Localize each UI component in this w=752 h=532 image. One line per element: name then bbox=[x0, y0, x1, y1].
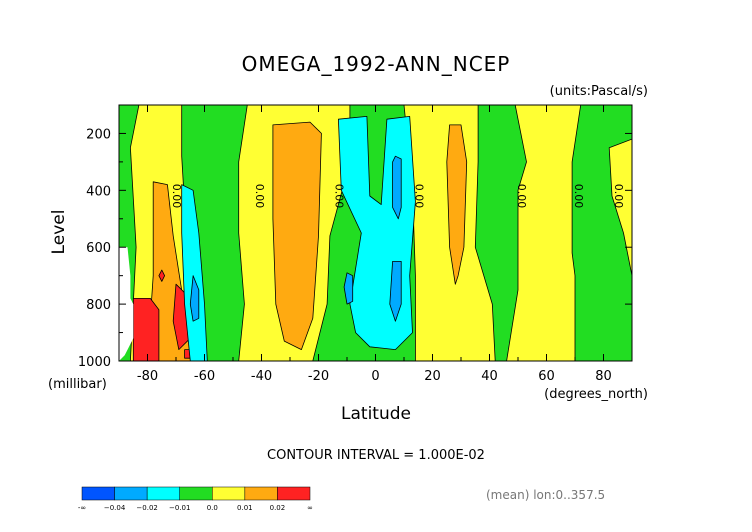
contour-label-4: 0.00 bbox=[515, 184, 528, 209]
y-axis: 200 400 600 800 1000 bbox=[78, 104, 632, 370]
mean-label: (mean) lon:0..357.5 bbox=[486, 488, 605, 502]
contour-region-9 bbox=[132, 297, 160, 361]
colorbar-swatch bbox=[212, 486, 246, 501]
colorbar-label: −0.02 bbox=[136, 504, 157, 512]
x-tick-label: 80 bbox=[595, 369, 612, 384]
colorbar-swatch bbox=[277, 486, 311, 501]
contour-region-17 bbox=[389, 260, 402, 322]
contour-region-11 bbox=[158, 269, 166, 282]
contour-label-0: 0.00 bbox=[170, 184, 183, 209]
colorbar-label: 0.02 bbox=[270, 504, 286, 512]
contour-region-18 bbox=[343, 272, 354, 305]
x-tick-label: -20 bbox=[308, 369, 329, 384]
x-tick-label: -40 bbox=[251, 369, 272, 384]
colorbar-swatch bbox=[114, 486, 148, 501]
contour-label-5: 0.00 bbox=[572, 184, 585, 209]
y-axis-title: Level bbox=[49, 210, 69, 255]
units-label: (units:Pascal/s) bbox=[550, 84, 648, 99]
contour-region-10 bbox=[172, 283, 191, 351]
contour-label-1: 0.00 bbox=[253, 184, 266, 209]
x-tick-label: 60 bbox=[538, 369, 555, 384]
colorbar-label: ∞ bbox=[307, 504, 313, 512]
chart-title: OMEGA_1992-ANN_NCEP bbox=[242, 52, 511, 76]
y-tick-label: 400 bbox=[86, 184, 111, 199]
contour-fill-layer bbox=[119, 105, 632, 361]
colorbar-swatch bbox=[179, 486, 213, 501]
colorbar-label: 0.01 bbox=[237, 504, 253, 512]
contour-region-16 bbox=[392, 155, 402, 220]
colorbar-label: -∞ bbox=[78, 504, 86, 512]
colorbar-label: −0.04 bbox=[104, 504, 126, 512]
colorbar: -∞ −0.04 −0.02 −0.01 0.0 0.01 0.02 ∞ bbox=[78, 486, 313, 512]
contour-region-5 bbox=[608, 138, 632, 277]
x-tick-label: -80 bbox=[137, 369, 158, 384]
contour-region-15 bbox=[189, 275, 200, 322]
contour-region-13 bbox=[181, 184, 208, 361]
y-tick-label: 800 bbox=[86, 298, 111, 313]
contour-region-8 bbox=[446, 124, 468, 285]
contour-interval-label: CONTOUR INTERVAL = 1.000E-02 bbox=[267, 448, 485, 463]
x-tick-label: 40 bbox=[481, 369, 498, 384]
contour-label-3: 0.00 bbox=[412, 184, 425, 209]
y-tick-label: 1000 bbox=[78, 355, 111, 370]
colorbar-swatch bbox=[81, 486, 115, 501]
x-axis-title: Latitude bbox=[341, 404, 411, 424]
colorbar-swatch bbox=[244, 486, 278, 501]
x-tick-label: 0 bbox=[371, 369, 379, 384]
x-tick-label: -60 bbox=[194, 369, 215, 384]
colorbar-label: −0.01 bbox=[169, 504, 190, 512]
y-axis-unit: (millibar) bbox=[48, 377, 107, 392]
x-tick-label: 20 bbox=[424, 369, 441, 384]
colorbar-swatch bbox=[146, 486, 180, 501]
x-axis-unit: (degrees_north) bbox=[544, 387, 648, 402]
y-tick-label: 200 bbox=[86, 127, 111, 142]
contour-label-layer: 0.00 0.00 0.00 0.00 0.00 0.00 0.00 bbox=[170, 184, 625, 209]
contour-region-7 bbox=[272, 121, 322, 351]
x-axis: -80 -60 -40 -20 0 20 40 60 80 bbox=[118, 105, 633, 384]
y-tick-label: 600 bbox=[86, 241, 111, 256]
contour-region-4 bbox=[506, 105, 582, 361]
contour-label-2: 0.00 bbox=[333, 184, 346, 209]
colorbar-label: 0.0 bbox=[207, 504, 218, 512]
contour-label-6: 0.00 bbox=[612, 184, 625, 209]
